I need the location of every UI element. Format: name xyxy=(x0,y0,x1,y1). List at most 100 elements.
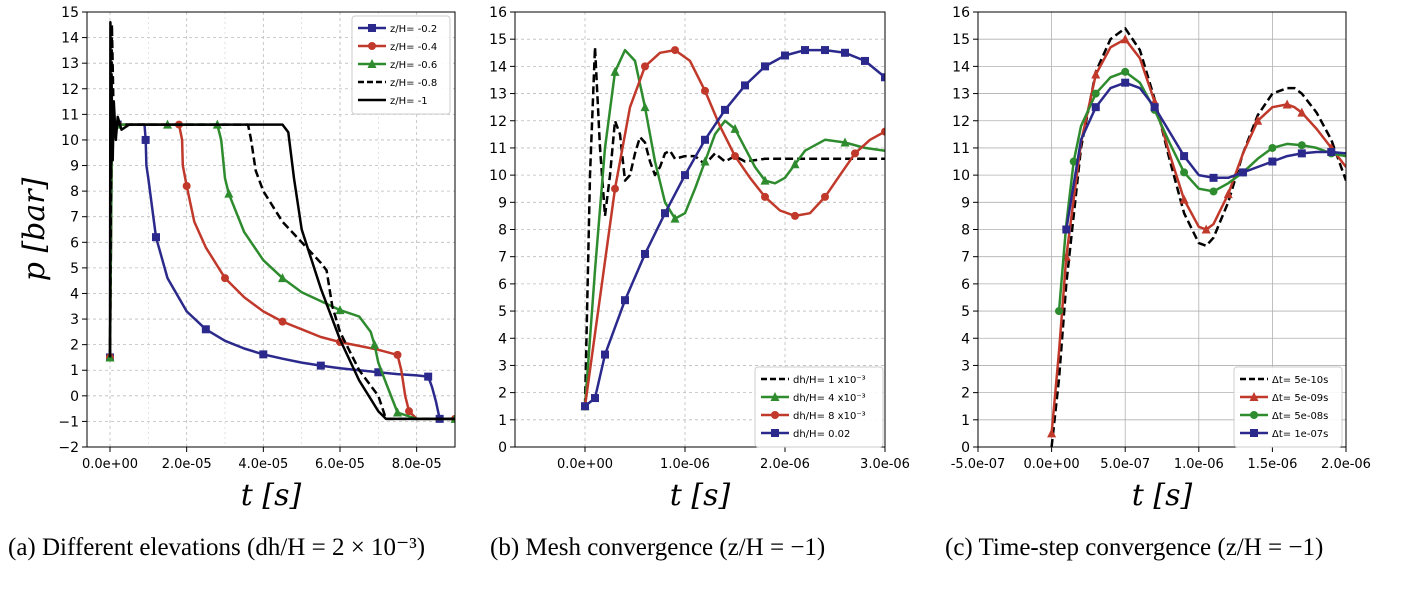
series-point xyxy=(881,73,885,82)
y-tick-label: 3 xyxy=(498,358,507,374)
series-line xyxy=(583,48,885,407)
series-point xyxy=(1297,107,1307,117)
y-tick-label: 1 xyxy=(70,363,79,379)
x-tick-label: 8.0e-05 xyxy=(392,457,442,472)
series-point xyxy=(1201,224,1211,234)
series-point xyxy=(393,350,402,359)
series-point xyxy=(374,368,383,377)
series-point xyxy=(1179,194,1189,204)
x-tick-label: 4.0e-05 xyxy=(238,457,288,472)
y-tick-label: 1 xyxy=(961,413,970,429)
y-tick-label: 2 xyxy=(961,386,970,402)
series-point xyxy=(661,209,669,218)
y-tick-label: 4 xyxy=(70,286,79,302)
legend: dh/H= 1 x10⁻³ dh/H= 4 x10⁻³ dh/H= 8 x10⁻³ d… xyxy=(754,366,884,448)
series-point xyxy=(1091,69,1101,79)
y-tick-label: 15 xyxy=(489,32,507,48)
series-point xyxy=(1209,173,1218,182)
x-tick-label: 0.0e+00 xyxy=(82,457,138,472)
series-line xyxy=(583,46,885,407)
y-tick-label: 1 xyxy=(498,413,507,429)
legend-label: Δt= 5e-08s xyxy=(1272,411,1328,422)
series-point xyxy=(700,156,710,166)
y-tick-label: 13 xyxy=(489,87,507,103)
series-point xyxy=(1121,67,1130,76)
y-tick-label: 11 xyxy=(489,141,507,157)
series-point xyxy=(730,123,740,133)
y-tick-label: −2 xyxy=(58,440,79,456)
series-point xyxy=(671,46,679,55)
series-point xyxy=(591,394,599,403)
series-point xyxy=(1054,307,1063,316)
series-point xyxy=(641,62,649,71)
x-tick-label: 0.0e+00 xyxy=(1024,457,1080,472)
series-point xyxy=(610,66,620,76)
caption-panel-b: (b) Mesh convergence (z/H = −1) xyxy=(490,534,826,561)
series-point xyxy=(405,407,413,416)
series-line xyxy=(1050,37,1346,434)
series-point xyxy=(1209,187,1218,196)
series-point xyxy=(152,233,160,242)
series-point xyxy=(581,402,589,411)
y-tick-label: 4 xyxy=(498,331,507,347)
legend-label: Δt= 5e-09s xyxy=(1272,393,1328,404)
series-point xyxy=(731,152,739,161)
y-tick-label: 0 xyxy=(498,440,507,456)
series-point xyxy=(1223,189,1233,199)
y-tick-label: 11 xyxy=(952,141,970,157)
series-a-2 xyxy=(105,119,455,423)
series-point xyxy=(424,372,433,381)
y-tick-label: 3 xyxy=(70,312,79,328)
series-point xyxy=(861,56,869,65)
y-tick-label: 15 xyxy=(952,32,970,48)
legend-label: dh/H= 0.02 xyxy=(793,429,850,440)
y-tick-label: 10 xyxy=(61,133,79,149)
series-line xyxy=(584,48,885,408)
series-point xyxy=(601,350,609,359)
x-axis-label: t [s] xyxy=(1132,478,1193,513)
series-point xyxy=(790,159,800,169)
y-tick-label: 0 xyxy=(70,389,79,405)
plot-area xyxy=(1047,27,1346,447)
y-tick-label: 8 xyxy=(498,223,507,239)
series-point xyxy=(1268,143,1277,152)
y-tick-label: 8 xyxy=(961,223,970,239)
y-tick-label: 14 xyxy=(489,59,507,75)
series-point xyxy=(840,137,850,147)
x-tick-label: 2.0e-06 xyxy=(1321,457,1371,472)
series-point xyxy=(881,127,885,136)
legend-marker xyxy=(770,392,780,401)
y-tick-label: 11 xyxy=(61,107,79,123)
legend-box xyxy=(754,366,884,448)
y-tick-label: 2 xyxy=(70,338,79,354)
series-point xyxy=(1047,428,1057,438)
y-tick-label: 6 xyxy=(498,277,507,293)
y-tick-label: 12 xyxy=(61,82,79,98)
series-a-4 xyxy=(108,20,455,421)
y-tick-label: 14 xyxy=(61,31,79,47)
series-point xyxy=(640,102,650,112)
legend-marker xyxy=(1250,429,1258,437)
y-tick-label: 12 xyxy=(489,114,507,130)
series-point xyxy=(278,317,287,326)
series-point xyxy=(1121,78,1130,87)
series-point xyxy=(760,175,770,185)
series-point xyxy=(1150,103,1159,112)
series-point xyxy=(221,274,229,283)
series-point xyxy=(1282,99,1292,109)
y-tick-label: 16 xyxy=(952,5,970,21)
series-point xyxy=(1268,157,1277,166)
series-b-3 xyxy=(581,46,885,411)
y-tick-label: 6 xyxy=(70,235,79,251)
legend-label: z/H= -1 xyxy=(390,96,428,107)
series-point xyxy=(701,135,709,144)
series-point xyxy=(201,325,210,334)
series-point xyxy=(621,296,629,305)
x-tick-label: -5.0e-07 xyxy=(951,457,1006,472)
legend-marker xyxy=(1249,392,1259,401)
series-b-1 xyxy=(580,48,885,411)
legend-label: z/H= -0.6 xyxy=(390,60,437,71)
series-point xyxy=(1091,89,1100,98)
plot-area xyxy=(580,46,885,411)
series-point xyxy=(681,171,689,180)
